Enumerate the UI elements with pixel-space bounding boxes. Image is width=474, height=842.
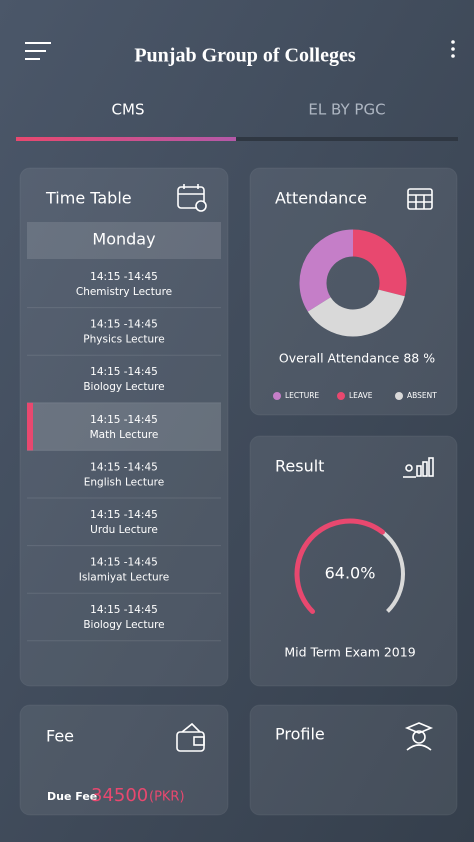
- row-time: 14:15 -14:45: [90, 557, 158, 569]
- timetable-card[interactable]: [19, 167, 229, 687]
- card-title: Profile: [275, 725, 325, 744]
- gauge-value: 64.0%: [325, 564, 376, 583]
- row-subject: Urdu Lecture: [90, 524, 158, 536]
- row-time: 14:15 -14:45: [90, 604, 158, 616]
- row-subject: Islamiyat Lecture: [79, 572, 169, 584]
- donut-segment: [307, 288, 405, 337]
- gauge-value-arc: [294, 518, 385, 614]
- tab[interactable]: EL BY PGC: [308, 101, 385, 119]
- donut-segment: [352, 229, 407, 297]
- fee-amount: 34500: [91, 785, 148, 806]
- legend-label: LEAVE: [349, 391, 373, 400]
- calendar-icon: [407, 188, 433, 210]
- legend-label: LECTURE: [285, 391, 319, 400]
- app-title: Punjab Group of Colleges: [134, 45, 356, 67]
- donut-segment: [299, 229, 354, 312]
- chart-icon: [403, 457, 434, 478]
- exam-label: Mid Term Exam 2019: [284, 645, 415, 660]
- fee-currency: (PKR): [149, 790, 185, 805]
- legend-dot: [273, 392, 281, 400]
- menu-button[interactable]: [25, 42, 51, 60]
- row-time: 14:15 -14:45: [90, 366, 158, 378]
- card-title: Fee: [46, 727, 74, 746]
- row-time: 14:15 -14:45: [90, 414, 158, 426]
- row-subject: Math Lecture: [90, 429, 159, 441]
- legend-dot: [395, 392, 403, 400]
- more-button[interactable]: [451, 40, 455, 58]
- row-time: 14:15 -14:45: [90, 271, 158, 283]
- row-time: 14:15 -14:45: [90, 461, 158, 473]
- legend-label: ABSENT: [407, 391, 437, 400]
- row-time: 14:15 -14:45: [90, 319, 158, 331]
- row-time: 14:15 -14:45: [90, 509, 158, 521]
- card-title: Attendance: [275, 189, 367, 208]
- tab-track: [236, 137, 458, 141]
- fee-card[interactable]: [19, 704, 229, 816]
- row-subject: Physics Lecture: [83, 334, 164, 346]
- day-header: [27, 222, 221, 259]
- attendance-card[interactable]: [249, 167, 458, 416]
- row-subject: English Lecture: [84, 476, 164, 488]
- row-marker: [27, 402, 33, 451]
- graduate-icon: [404, 722, 434, 751]
- day-label: Monday: [92, 230, 155, 249]
- attendance-summary: Overall Attendance 88 %: [279, 351, 435, 366]
- tab[interactable]: CMS: [112, 101, 145, 119]
- card-title: Result: [275, 457, 324, 476]
- row-highlight: [27, 402, 221, 451]
- profile-card[interactable]: [249, 704, 458, 816]
- row-subject: Biology Lecture: [83, 381, 164, 393]
- card-title: Time Table: [45, 189, 132, 208]
- tab-indicator: [16, 137, 236, 141]
- row-subject: Biology Lecture: [83, 619, 164, 631]
- calendar-icon: [177, 184, 207, 212]
- legend-dot: [337, 392, 345, 400]
- result-card[interactable]: [249, 435, 458, 687]
- fee-label: Due Fee: [47, 790, 97, 803]
- wallet-icon: [176, 722, 205, 752]
- row-subject: Chemistry Lecture: [76, 286, 172, 298]
